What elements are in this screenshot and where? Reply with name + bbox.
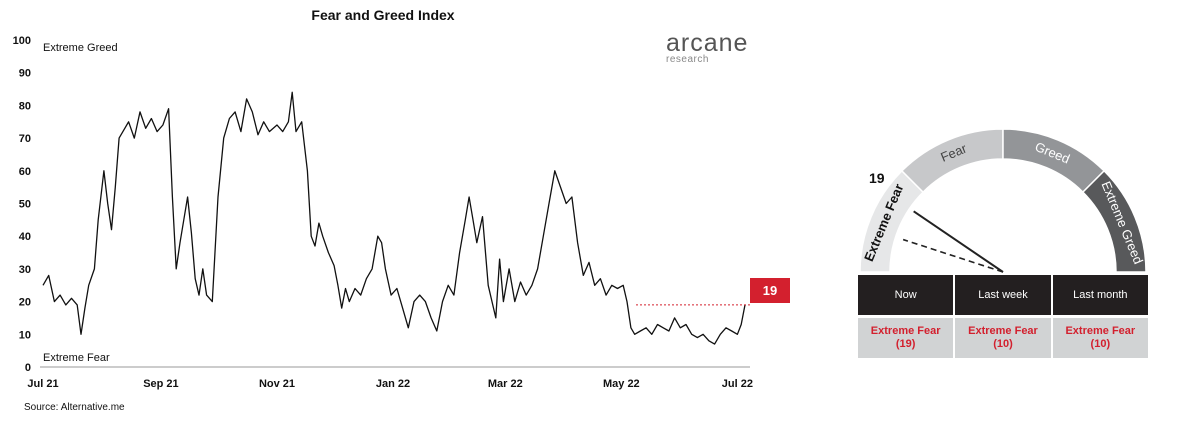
header-last-month: Last month (1051, 275, 1148, 317)
arcane-research-logo: arcane research (666, 30, 776, 65)
status-last-week-value: (10) (993, 338, 1013, 350)
extreme-greed-annotation: Extreme Greed (43, 42, 118, 54)
y-tick-label: 50 (19, 199, 31, 211)
status-last-month-label: Extreme Fear (1065, 325, 1136, 337)
status-last-week-label: Extreme Fear (968, 325, 1038, 337)
index-line (42, 91, 746, 345)
y-tick-label: 20 (19, 297, 31, 309)
status-value-row: Extreme Fear (19) Extreme Fear (10) Extrem… (858, 315, 1148, 358)
y-tick-label: 60 (19, 166, 31, 178)
logo-word: arcane (666, 29, 749, 57)
current-value-label: 19 (763, 283, 777, 298)
x-tick-label: May 22 (603, 378, 640, 390)
source-note: Source: Alternative.me (24, 402, 125, 413)
x-tick-label: Sep 21 (143, 378, 178, 390)
header-last-week: Last week (954, 275, 1053, 317)
y-tick-label: 0 (25, 362, 31, 374)
y-tick-label: 90 (19, 68, 31, 80)
x-tick-label: Nov 21 (259, 378, 295, 390)
x-tick-label: Jul 21 (27, 378, 58, 390)
status-last-month: Extreme Fear (10) (1051, 315, 1148, 358)
status-last-month-value: (10) (1090, 338, 1111, 350)
gauge-needle-previous (902, 238, 1004, 273)
x-tick-label: Jul 22 (722, 378, 753, 390)
y-tick-label: 100 (13, 35, 31, 47)
y-tick-label: 70 (19, 133, 31, 145)
status-now: Extreme Fear (19) (858, 315, 956, 358)
y-tick-label: 40 (19, 231, 31, 243)
gauge-value-label: 19 (869, 170, 885, 186)
y-tick-label: 80 (19, 100, 31, 112)
y-axis: 0 10 20 30 40 50 60 70 80 90 100 (13, 35, 31, 374)
y-tick-label: 10 (19, 329, 31, 341)
extreme-fear-annotation: Extreme Fear (43, 352, 110, 364)
status-header-row: Now Last week Last month (858, 275, 1148, 317)
gauge-segments (859, 128, 1147, 273)
status-last-week: Extreme Fear (10) (954, 315, 1053, 358)
gauge-needle-now (913, 210, 1004, 273)
status-now-label: Extreme Fear (870, 325, 941, 337)
logo-subtitle: research (666, 54, 709, 65)
sentiment-status-table: Now Last week Last month Extreme Fear (19… (858, 275, 1148, 358)
gauge-segment (1081, 169, 1147, 273)
x-tick-label: Mar 22 (488, 378, 523, 390)
x-tick-label: Jan 22 (376, 378, 410, 390)
chart-title: Fear and Greed Index (311, 7, 454, 23)
status-now-value: (19) (895, 338, 916, 350)
y-tick-label: 30 (19, 264, 31, 276)
header-now: Now (858, 275, 956, 317)
current-value-badge (750, 278, 790, 303)
fear-greed-chart: Fear and Greed Index 0 10 20 30 40 50 60 70 80 90… (13, 7, 790, 413)
x-axis: Jul 21 Sep 21 Nov 21 Jan 22 Mar 22 May 22 Jul … (27, 378, 753, 390)
